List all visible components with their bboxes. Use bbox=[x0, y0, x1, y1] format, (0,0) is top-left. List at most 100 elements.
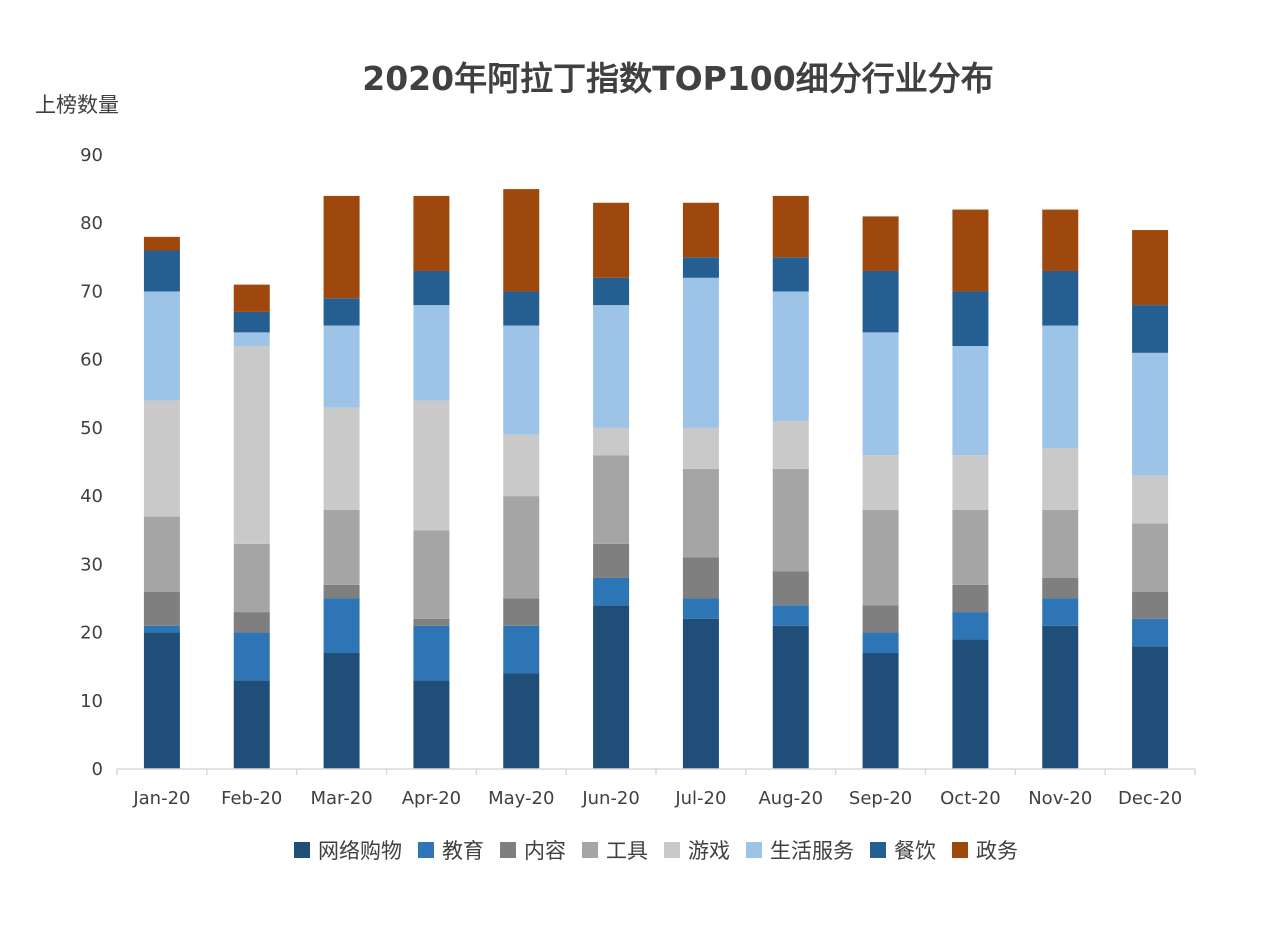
y-tick-label: 60 bbox=[80, 350, 103, 371]
bar-segment bbox=[952, 612, 989, 640]
bar-segment bbox=[143, 291, 180, 401]
bar-segment bbox=[772, 421, 809, 469]
x-tick-label: Feb-20 bbox=[221, 788, 282, 809]
y-tick-label: 30 bbox=[80, 554, 103, 575]
bar-segment bbox=[1132, 305, 1169, 353]
bar-segment bbox=[1132, 352, 1169, 476]
legend-swatch bbox=[952, 842, 968, 858]
legend-swatch bbox=[746, 842, 762, 858]
legend: 网络购物 教育 内容 工具 游戏 生活服务 餐饮 政务 bbox=[294, 839, 1018, 863]
bar-segment bbox=[682, 277, 719, 428]
x-tick-label: Jun-20 bbox=[581, 788, 640, 809]
bar-segment bbox=[1132, 230, 1169, 306]
y-tick-label: 40 bbox=[80, 486, 103, 507]
bar-segment bbox=[593, 605, 630, 769]
bar-segment bbox=[682, 202, 719, 258]
x-axis-ticks bbox=[116, 769, 1196, 775]
x-tick-label: Sep-20 bbox=[849, 788, 912, 809]
bar-segment bbox=[323, 325, 360, 408]
x-tick-label: May-20 bbox=[488, 788, 554, 809]
bar-segment bbox=[233, 680, 270, 769]
bar-segment bbox=[1132, 646, 1169, 769]
bar-segment bbox=[1042, 270, 1079, 326]
x-tick-label: Jan-20 bbox=[132, 788, 190, 809]
y-axis-ticks: 0 10 20 30 40 50 60 70 80 90 bbox=[80, 145, 103, 780]
bar-segment bbox=[862, 509, 899, 606]
bar-segment bbox=[952, 639, 989, 769]
bar-segment bbox=[1042, 598, 1079, 626]
bar-segment bbox=[503, 625, 540, 674]
bar-segment bbox=[1132, 618, 1169, 647]
y-tick-label: 0 bbox=[92, 759, 103, 780]
bar-segment bbox=[233, 346, 270, 544]
bar-segment bbox=[503, 496, 540, 599]
y-tick-label: 10 bbox=[80, 691, 103, 712]
legend-label: 工具 bbox=[606, 839, 648, 863]
bar-segment bbox=[682, 557, 719, 599]
bar-segment bbox=[233, 543, 270, 613]
bar-segment bbox=[413, 270, 450, 306]
legend-label: 生活服务 bbox=[770, 839, 854, 863]
legend-label: 餐饮 bbox=[894, 839, 936, 863]
bar-segment bbox=[143, 591, 180, 626]
bar-segment bbox=[862, 216, 899, 271]
bar-segment bbox=[323, 584, 360, 599]
legend-label: 内容 bbox=[524, 839, 566, 863]
bar-segment bbox=[503, 291, 540, 326]
bar-segment bbox=[593, 202, 630, 278]
legend-swatch bbox=[870, 842, 886, 858]
bar-segment bbox=[413, 625, 450, 681]
bar-segment bbox=[772, 625, 809, 769]
x-tick-label: Oct-20 bbox=[940, 788, 1001, 809]
bar-segment bbox=[323, 653, 360, 769]
bar-segment bbox=[772, 257, 809, 292]
bar-segment bbox=[862, 653, 899, 769]
bar-segment bbox=[772, 605, 809, 626]
bar-segment bbox=[682, 468, 719, 558]
bar-segment bbox=[503, 189, 540, 292]
bar-segment bbox=[323, 298, 360, 326]
bar-segment bbox=[233, 311, 270, 333]
bar-segment bbox=[593, 455, 630, 544]
legend-swatch bbox=[294, 842, 310, 858]
bar-segment bbox=[682, 618, 719, 769]
bar-segment bbox=[952, 455, 989, 510]
bar-segment bbox=[503, 434, 540, 497]
bar-segment bbox=[682, 427, 719, 469]
bar-segment bbox=[593, 305, 630, 428]
bar-segment bbox=[143, 516, 180, 592]
legend-label: 网络购物 bbox=[318, 839, 402, 863]
y-tick-label: 90 bbox=[80, 145, 103, 166]
bar-segment bbox=[143, 400, 180, 517]
bar-segment bbox=[952, 509, 989, 585]
bar-segment bbox=[952, 346, 989, 456]
bar-segment bbox=[862, 332, 899, 456]
bar-segment bbox=[593, 427, 630, 456]
bar-segment bbox=[952, 291, 989, 347]
bar-segment bbox=[593, 543, 630, 578]
bar-segment bbox=[682, 598, 719, 619]
legend-label: 政务 bbox=[976, 839, 1018, 863]
chart-title: 2020年阿拉丁指数TOP100细分行业分布 bbox=[362, 59, 993, 98]
x-tick-label: Nov-20 bbox=[1028, 788, 1092, 809]
bar-segment bbox=[952, 584, 989, 613]
bar-segment bbox=[1042, 448, 1079, 510]
x-tick-label: Apr-20 bbox=[402, 788, 461, 809]
bar-segment bbox=[503, 673, 540, 769]
y-tick-label: 50 bbox=[80, 418, 103, 439]
bar-segment bbox=[323, 407, 360, 510]
bar-segment bbox=[772, 291, 809, 422]
bar-segment bbox=[1042, 325, 1079, 449]
bar-segment bbox=[682, 257, 719, 278]
legend-swatch bbox=[582, 842, 598, 858]
bar-segment bbox=[862, 270, 899, 333]
x-axis-labels: Jan-20 Feb-20 Mar-20 Apr-20 May-20 Jun-20 Jul-… bbox=[132, 788, 1182, 809]
bar-segment bbox=[323, 195, 360, 299]
bar-segment bbox=[233, 332, 270, 347]
bar-segment bbox=[1042, 625, 1079, 769]
legend-swatch bbox=[418, 842, 434, 858]
x-tick-label: Jul-20 bbox=[674, 788, 726, 809]
bar-segment bbox=[772, 195, 809, 258]
x-tick-label: Aug-20 bbox=[758, 788, 823, 809]
